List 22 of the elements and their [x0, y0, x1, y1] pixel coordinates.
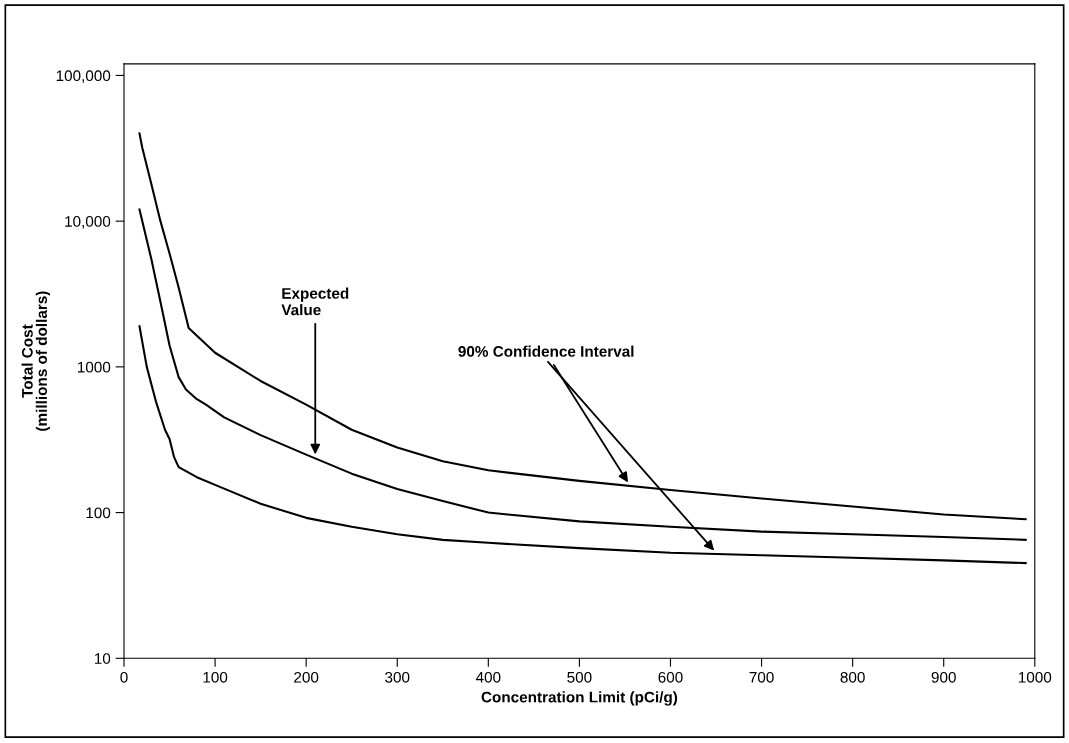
x-tick-label: 500	[567, 671, 592, 683]
annotation: 90% Confidence Interval	[458, 345, 634, 357]
y-tick-label: 10,000	[65, 216, 111, 229]
x-tick-label: 600	[658, 671, 683, 683]
annotation: Expected Value	[281, 287, 349, 316]
x-tick-label: 800	[840, 671, 865, 683]
y-tick-label: 100	[86, 507, 111, 519]
y-tick-label: 1000	[77, 361, 111, 373]
x-tick-label: 100	[203, 671, 228, 683]
line-series	[138, 325, 1027, 565]
x-tick-label: 0	[120, 671, 128, 683]
x-tick-label: 1000	[1018, 671, 1052, 683]
x-tick-label: 900	[931, 671, 956, 683]
x-axis-title: Concentration Limit (pCi/g)	[481, 691, 678, 706]
line-series	[138, 208, 1027, 541]
y-tick-label: 10	[94, 653, 111, 664]
y-tick-label: 100,000	[56, 70, 111, 83]
x-tick-label: 700	[749, 671, 774, 683]
x-tick-label: 200	[294, 671, 319, 683]
y-axis-title: Total Cost (millions of dollars)	[21, 291, 51, 431]
x-tick-label: 300	[385, 671, 410, 683]
x-tick-label: 400	[475, 671, 501, 683]
